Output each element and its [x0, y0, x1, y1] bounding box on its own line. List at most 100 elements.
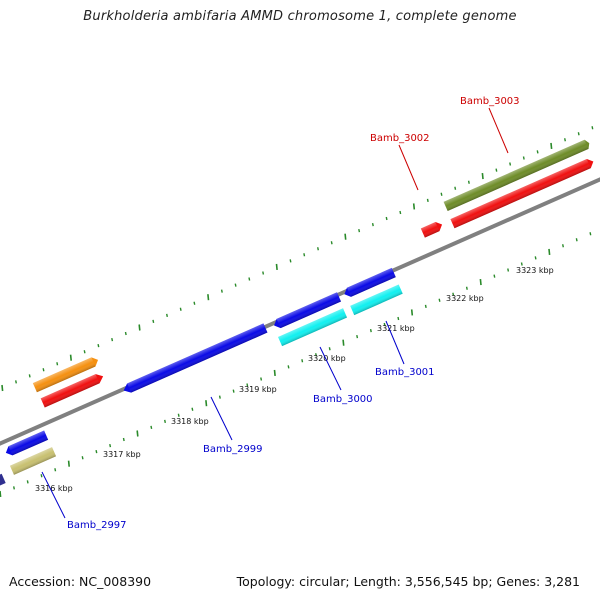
tick-mark — [424, 304, 427, 309]
tick-mark — [438, 298, 441, 302]
tick-mark — [536, 150, 539, 154]
tick-mark — [56, 362, 59, 366]
tick-mark — [109, 443, 112, 448]
tick-mark — [166, 313, 168, 318]
tick-mark — [356, 334, 359, 339]
gene-bamb-3002[interactable] — [420, 220, 444, 238]
tick-mark — [303, 253, 306, 257]
tick-mark — [164, 419, 166, 424]
gene-labels: Bamb_2997 Bamb_2999 Bamb_3000 Bamb_3001 … — [67, 96, 520, 531]
tick-mark — [509, 162, 512, 166]
tick-mark — [234, 283, 237, 287]
tick-mark — [81, 456, 84, 460]
tick-mark — [177, 413, 180, 417]
axis-label-3317: 3317 kbp — [103, 450, 141, 459]
tick-mark — [328, 347, 331, 351]
tick-mark — [371, 222, 374, 227]
gene-bamb-2997-blue[interactable] — [4, 430, 49, 458]
tick-mark — [152, 319, 155, 324]
tick-mark — [260, 377, 263, 381]
tick-mark — [275, 263, 278, 270]
axis-label-3318: 3318 kbp — [171, 417, 209, 426]
tick-mark — [342, 339, 345, 346]
axis-label-3319: 3319 kbp — [239, 385, 277, 394]
gene-bamb-3001-blue[interactable] — [342, 267, 396, 299]
tick-mark — [207, 294, 210, 301]
tick-mark — [26, 480, 29, 484]
axis-label-3321: 3321 kbp — [377, 324, 415, 333]
tick-mark — [262, 271, 265, 275]
tick-mark — [410, 309, 414, 316]
leader-lines — [41, 107, 509, 519]
tick-mark — [301, 359, 304, 363]
gene-bamb-2999[interactable] — [122, 323, 268, 395]
tick-mark — [289, 259, 292, 263]
tick-mark — [481, 173, 484, 180]
tick-mark — [383, 322, 386, 327]
tick-mark — [522, 156, 525, 160]
gene-label-bamb-2999[interactable]: Bamb_2999 — [203, 444, 263, 455]
gene-label-bamb-2997[interactable]: Bamb_2997 — [67, 520, 127, 531]
tick-mark — [426, 198, 429, 203]
tick-mark — [273, 369, 276, 376]
tick-mark — [97, 343, 100, 348]
gene-bamb-3000-cyan[interactable] — [278, 308, 348, 347]
tick-mark — [452, 292, 455, 296]
tick-mark — [467, 180, 470, 184]
tick-mark — [493, 274, 496, 278]
map-title: Burkholderia ambifaria AMMD chromosome 1… — [83, 9, 517, 24]
leader-bamb-2999 — [210, 396, 233, 441]
tick-mark — [13, 486, 15, 490]
leader-bamb-3002 — [398, 144, 419, 191]
tick-mark — [369, 328, 372, 333]
gene-red-left[interactable] — [40, 372, 105, 408]
tick-mark — [42, 368, 45, 372]
gene-bamb-3000-blue[interactable] — [272, 292, 342, 330]
tick-mark — [317, 247, 319, 251]
axis-label-3316: 3316 kbp — [35, 484, 73, 493]
tick-mark — [179, 307, 182, 311]
gene-bamb-2997-khaki[interactable] — [9, 447, 57, 475]
gene-label-bamb-3000[interactable]: Bamb_3000 — [313, 394, 373, 405]
tick-mark — [1, 384, 4, 392]
tick-mark — [575, 238, 578, 242]
tick-mark — [550, 142, 553, 149]
tick-mark — [562, 244, 564, 248]
tick-mark — [548, 248, 551, 255]
gene-bamb-3003-red[interactable] — [450, 157, 595, 229]
tick-mark — [479, 279, 482, 286]
outer-tick-row — [1, 126, 594, 392]
tick-mark — [28, 374, 31, 378]
tick-mark — [564, 138, 566, 142]
gene-navy-edge[interactable] — [0, 473, 6, 487]
tick-mark — [440, 192, 443, 196]
tick-mark — [122, 437, 125, 442]
tick-mark — [232, 389, 235, 393]
axis-label-3323: 3323 kbp — [516, 266, 554, 275]
tick-mark — [465, 286, 468, 290]
gene-label-bamb-3001[interactable]: Bamb_3001 — [375, 367, 435, 378]
tick-mark — [534, 256, 537, 260]
tick-mark — [399, 210, 402, 215]
gene-label-bamb-3002[interactable]: Bamb_3002 — [370, 133, 430, 144]
gene-bamb-3001-cyan[interactable] — [350, 284, 403, 316]
gene-label-bamb-3003[interactable]: Bamb_3003 — [460, 96, 520, 107]
tick-mark — [54, 468, 57, 472]
tick-mark — [397, 316, 400, 321]
tick-mark — [40, 474, 43, 478]
leader-bamb-3003 — [488, 107, 509, 154]
tick-mark — [344, 233, 347, 240]
leader-bamb-3000 — [319, 346, 342, 391]
forward-strand-genes — [32, 139, 595, 408]
gene-orange[interactable] — [32, 355, 100, 393]
tick-mark — [495, 168, 498, 172]
tick-mark — [246, 383, 249, 387]
axis-label-3320: 3320 kbp — [308, 354, 346, 363]
tick-mark — [150, 425, 153, 430]
genome-summary-text: Topology: circular; Length: 3,556,545 bp… — [236, 574, 580, 589]
gene-bamb-3003-olive[interactable] — [443, 139, 592, 212]
tick-mark — [330, 241, 333, 245]
tick-mark — [287, 365, 290, 369]
tick-mark — [15, 380, 17, 384]
